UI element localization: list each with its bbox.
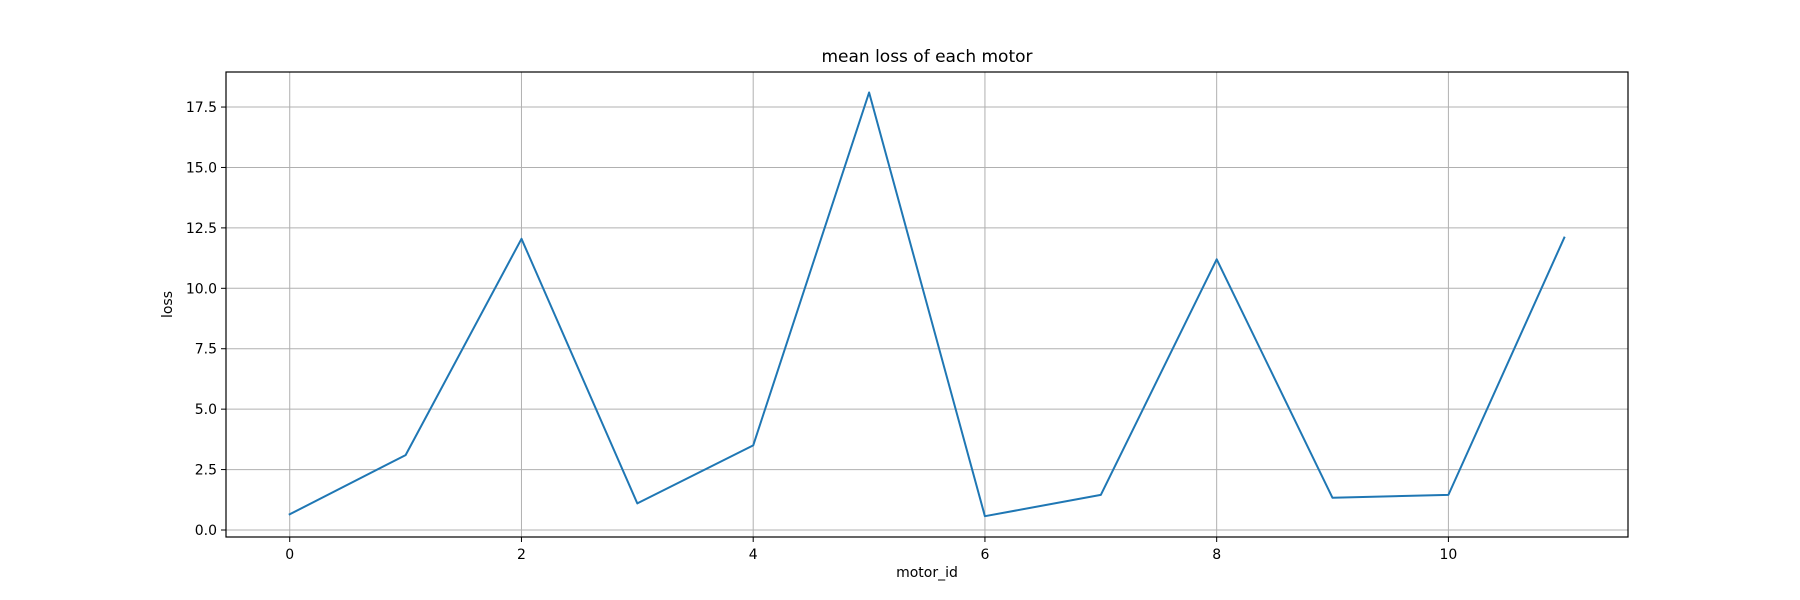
- y-tick-label: 2.5: [195, 463, 217, 479]
- y-tick-label: 5.0: [195, 402, 217, 418]
- y-tick-label: 17.5: [186, 100, 217, 116]
- x-tick-label: 4: [749, 547, 758, 563]
- x-tick-label: 0: [285, 547, 294, 563]
- grid: [226, 72, 1628, 537]
- y-tick-label: 0.0: [195, 523, 217, 539]
- y-tick-label: 15.0: [186, 160, 217, 176]
- chart-title: mean loss of each motor: [821, 47, 1032, 67]
- series-line: [288, 91, 1566, 518]
- x-axis-label: motor_id: [896, 565, 958, 581]
- y-axis-ticks: 0.0 2.5 5.0 7.5 10.0 12.5 15.0 17.5: [186, 100, 226, 539]
- x-tick-label: 6: [980, 547, 989, 563]
- y-tick-label: 7.5: [195, 342, 217, 358]
- x-tick-label: 10: [1439, 547, 1457, 563]
- y-tick-label: 12.5: [186, 221, 217, 237]
- x-tick-label: 8: [1212, 547, 1221, 563]
- series-layer: [288, 91, 1566, 518]
- x-tick-label: 2: [517, 547, 526, 563]
- plot-frame: [225, 71, 1629, 538]
- y-tick-label: 10.0: [186, 281, 217, 297]
- x-axis-ticks: 0 2 4 6 8 10: [285, 537, 1457, 563]
- y-axis-label: loss: [160, 291, 176, 318]
